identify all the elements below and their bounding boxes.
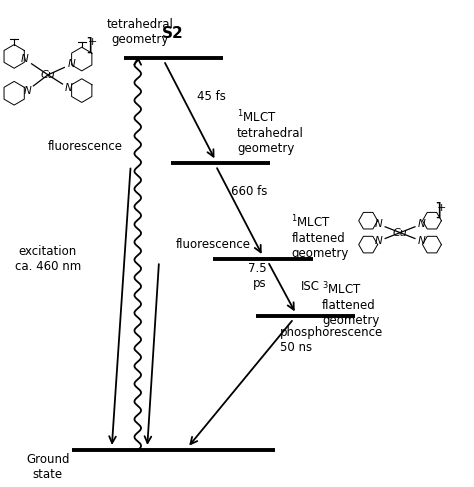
Text: 660 fs: 660 fs bbox=[231, 186, 268, 199]
Text: N: N bbox=[418, 236, 425, 246]
Text: N: N bbox=[67, 59, 75, 69]
Text: N: N bbox=[418, 219, 425, 229]
Text: 45 fs: 45 fs bbox=[197, 90, 226, 103]
Text: fluorescence: fluorescence bbox=[175, 238, 251, 251]
Text: 7.5
ps: 7.5 ps bbox=[248, 262, 266, 290]
Text: tetrahedral
geometry: tetrahedral geometry bbox=[107, 18, 173, 46]
Text: phosphorescence
50 ns: phosphorescence 50 ns bbox=[280, 326, 383, 354]
Text: S2: S2 bbox=[162, 26, 184, 41]
Text: N: N bbox=[375, 219, 383, 229]
Text: N: N bbox=[65, 83, 73, 93]
Text: Cu: Cu bbox=[392, 227, 408, 238]
Text: N: N bbox=[375, 236, 383, 246]
Text: $^3$MLCT
flattened
geometry: $^3$MLCT flattened geometry bbox=[322, 281, 380, 327]
Text: N: N bbox=[23, 86, 31, 95]
Text: ]: ] bbox=[85, 37, 92, 55]
Text: +: + bbox=[88, 37, 97, 47]
Text: excitation
ca. 460 nm: excitation ca. 460 nm bbox=[15, 245, 81, 273]
Text: ISC: ISC bbox=[301, 281, 320, 294]
Text: fluorescence: fluorescence bbox=[47, 140, 123, 153]
Text: $^1$MLCT
tetrahedral
geometry: $^1$MLCT tetrahedral geometry bbox=[237, 108, 304, 155]
Text: +: + bbox=[437, 203, 446, 212]
Text: Cu: Cu bbox=[41, 70, 55, 80]
Text: $^1$MLCT
flattened
geometry: $^1$MLCT flattened geometry bbox=[292, 213, 349, 260]
Text: Ground
state: Ground state bbox=[26, 452, 70, 481]
Text: N: N bbox=[21, 54, 28, 64]
Text: ]: ] bbox=[434, 202, 441, 220]
